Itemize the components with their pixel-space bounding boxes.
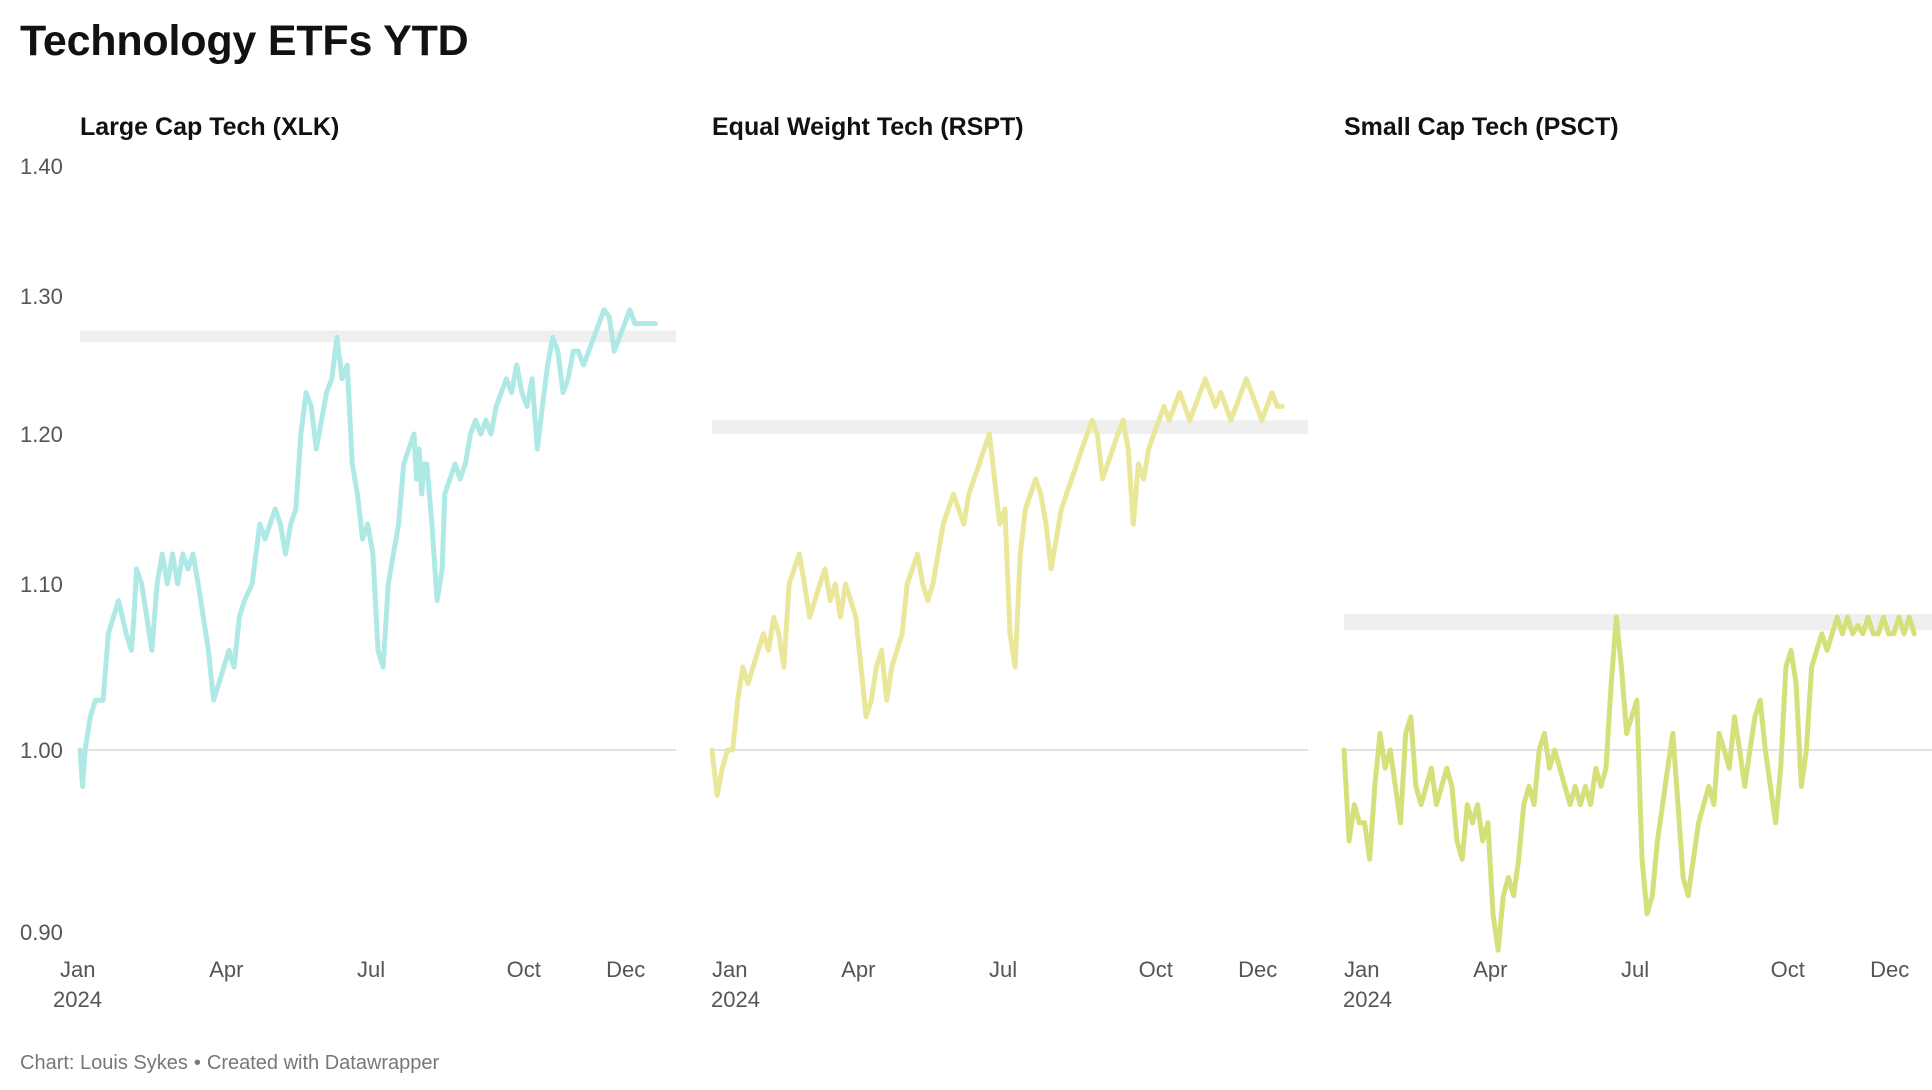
x-tick-label: Oct [507,957,541,982]
ytd-high-band [1344,613,1932,631]
panel-title-xlk: Large Cap Tech (XLK) [80,113,339,141]
panel-small-cap-tech: Small Cap Tech (PSCT) [1341,113,1932,953]
y-tick-label: 1.00 [20,738,63,763]
panel-equal-weight-tech: Equal Weight Tech (RSPT) [709,113,1308,798]
x-tick-label: Apr [841,957,875,982]
x-tick-label: Jan [712,957,747,982]
x-year-label: 2024 [711,987,760,1012]
y-tick-label: 1.40 [20,154,63,179]
x-tick-label: Jan [60,957,95,982]
x-tick-label: Jul [357,957,385,982]
x-axis-xlk: Jan Apr Jul Oct Dec 2024 [53,957,645,1012]
y-tick-label: 0.90 [20,920,63,945]
chart-footer: Chart: Louis Sykes • Created with Datawrap… [20,1052,439,1075]
x-tick-label: Dec [1238,957,1277,982]
chart-credit: Chart: Louis Sykes [20,1052,188,1074]
y-tick-label: 1.20 [20,422,63,447]
x-axis-rspt: Jan Apr Jul Oct Dec 2024 [711,957,1277,1012]
x-tick-label: Jul [989,957,1017,982]
created-with-link[interactable]: Created with Datawrapper [206,1052,440,1074]
series-line [1341,614,1917,953]
x-year-label: 2024 [53,987,102,1012]
x-tick-label: Oct [1139,957,1173,982]
y-tick-label: 1.10 [20,572,63,597]
ytd-high-band [80,330,676,343]
x-tick-label: Dec [606,957,645,982]
x-tick-label: Dec [1870,957,1909,982]
ytd-high-band [712,420,1308,434]
series-line [709,376,1285,798]
x-axis-psct: Jan Apr Jul Oct Dec 2024 [1343,957,1909,1012]
page-title: Technology ETFs YTD [20,17,469,65]
y-tick-label: 1.30 [20,284,63,309]
x-tick-label: Apr [1473,957,1507,982]
footer-separator: • [193,1052,201,1074]
panel-title-rspt: Equal Weight Tech (RSPT) [712,113,1024,141]
panel-title-psct: Small Cap Tech (PSCT) [1344,113,1619,141]
series-line [77,307,658,789]
x-tick-label: Apr [209,957,243,982]
x-tick-label: Jul [1621,957,1649,982]
x-year-label: 2024 [1343,987,1392,1012]
x-tick-label: Oct [1771,957,1805,982]
y-axis: 1.40 1.30 1.20 1.10 1.00 0.90 [20,154,63,945]
x-tick-label: Jan [1344,957,1379,982]
panel-large-cap-tech: Large Cap Tech (XLK) [77,113,676,789]
